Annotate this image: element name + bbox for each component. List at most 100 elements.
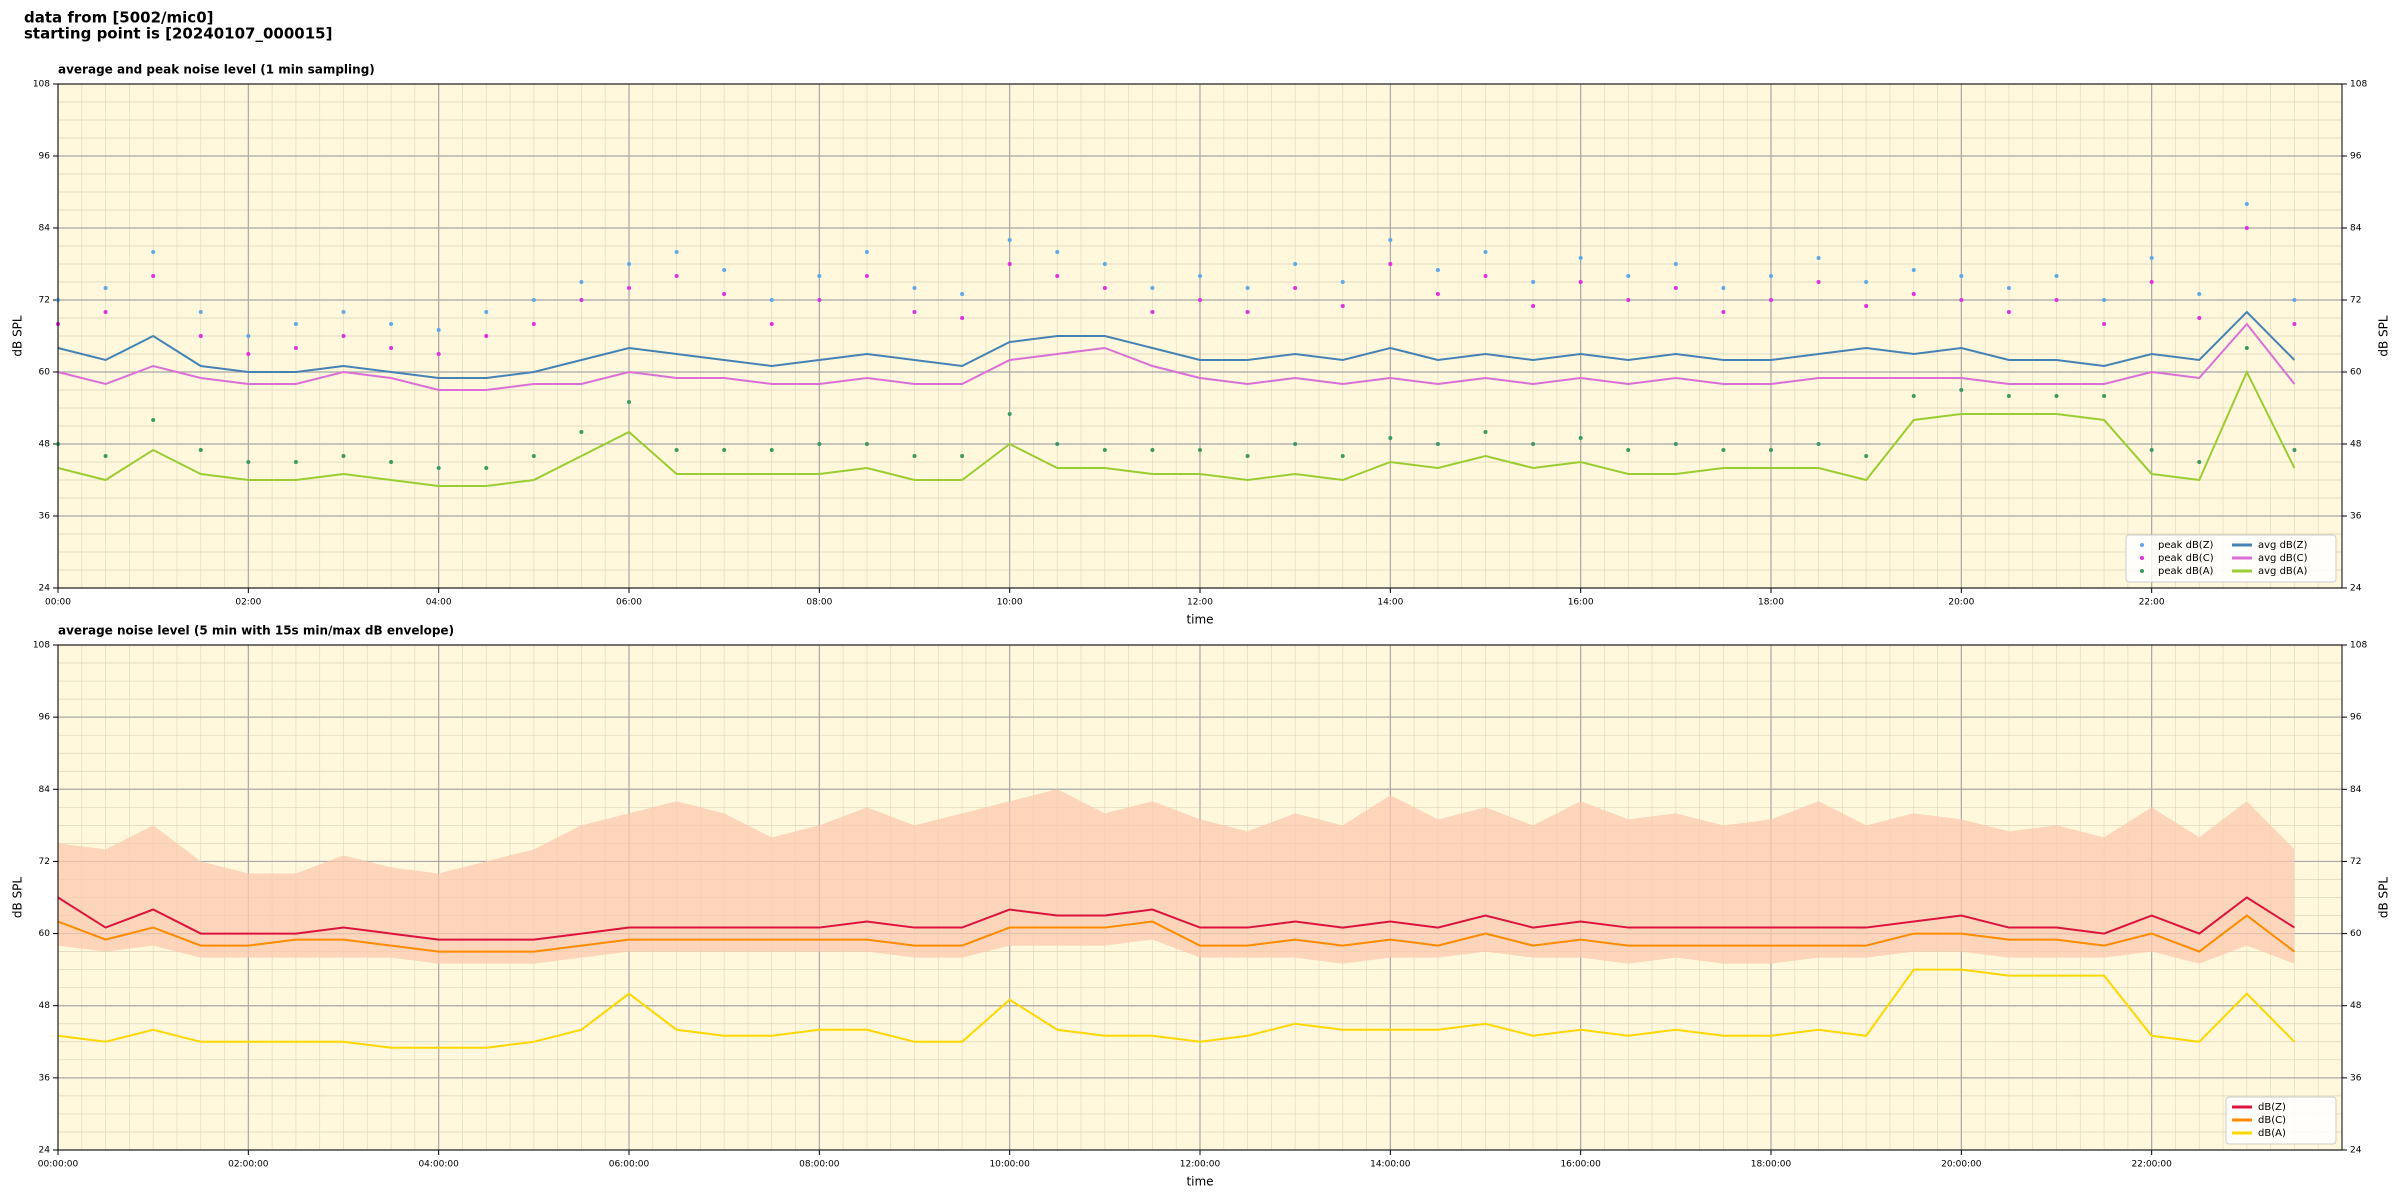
peak-point	[1150, 286, 1155, 290]
x-tick-label: 08:00	[806, 598, 832, 608]
peak-point	[1102, 448, 1107, 452]
peak-point	[531, 454, 536, 458]
legend-box	[2225, 1096, 2337, 1145]
peak-point	[198, 334, 203, 338]
y-tick-label: 108	[33, 80, 50, 90]
peak-point	[484, 310, 489, 314]
peak-point	[2006, 394, 2011, 398]
y-tick-label: 84	[39, 224, 51, 234]
peak-point	[960, 292, 965, 296]
peak-point	[769, 298, 774, 302]
peak-point	[1245, 310, 1250, 314]
peak-point	[1864, 280, 1869, 284]
peak-point	[2197, 292, 2202, 296]
peak-point	[1626, 298, 1631, 302]
x-tick-label: 06:00:00	[609, 1160, 650, 1170]
peak-point	[1055, 442, 1060, 446]
x-tick-label: 02:00:00	[228, 1160, 269, 1170]
y2-tick-label: 84	[2350, 785, 2362, 795]
peak-point	[627, 286, 631, 290]
y-tick-label: 72	[39, 857, 50, 867]
y2-tick-label: 60	[2350, 929, 2362, 939]
x-tick-label: 20:00	[1948, 598, 1974, 608]
peak-point	[1102, 286, 1107, 290]
y-tick-label: 60	[39, 368, 51, 378]
peak-point	[1150, 310, 1155, 314]
peak-point	[1769, 298, 1773, 302]
peak-point	[1388, 238, 1393, 242]
peak-point	[2006, 310, 2011, 314]
peak-point	[579, 298, 584, 302]
y2-tick-label: 60	[2350, 368, 2362, 378]
chart-title: average and peak noise level (1 min samp…	[58, 63, 375, 77]
y-tick-label: 36	[39, 1073, 51, 1083]
peak-point	[1150, 448, 1155, 452]
y2-tick-label: 36	[2350, 1073, 2362, 1083]
legend-label: peak dB(A)	[2158, 566, 2214, 577]
x-tick-label: 04:00	[426, 598, 452, 608]
peak-point	[2244, 346, 2249, 350]
peak-point	[103, 454, 108, 458]
peak-point	[1911, 394, 1916, 398]
peak-point	[1483, 250, 1488, 254]
y-tick-label: 48	[39, 440, 51, 450]
peak-point	[1293, 286, 1298, 290]
peak-point	[1578, 280, 1583, 284]
peak-point	[1531, 304, 1536, 308]
peak-point	[1531, 280, 1536, 284]
x-tick-label: 16:00:00	[1560, 1160, 1601, 1170]
peak-point	[151, 418, 156, 422]
peak-point	[1721, 286, 1726, 290]
peak-point	[198, 448, 203, 452]
peak-point	[722, 448, 727, 452]
peak-point	[627, 262, 631, 266]
y2-tick-label: 96	[2350, 152, 2362, 162]
peak-point	[817, 274, 822, 278]
peak-point	[2149, 256, 2154, 260]
y-tick-label: 24	[39, 584, 51, 594]
x-tick-label: 12:00	[1187, 598, 1213, 608]
series-line	[57, 369, 2296, 487]
peak-point	[1721, 310, 1726, 314]
legend-marker	[2140, 569, 2144, 573]
peak-point	[1245, 286, 1250, 290]
peak-point	[531, 322, 536, 326]
peak-point	[1007, 262, 1012, 266]
peak-point	[1673, 262, 1678, 266]
x-tick-label: 18:00	[1758, 598, 1784, 608]
x-tick-label: 00:00:00	[38, 1160, 79, 1170]
peak-point	[341, 334, 346, 338]
legend-label: avg dB(C)	[2258, 553, 2308, 564]
peak-point	[1769, 274, 1773, 278]
x-tick-label: 02:00	[235, 598, 261, 608]
peak-point	[1293, 442, 1298, 446]
x-tick-label: 18:00:00	[1751, 1160, 1792, 1170]
series-line	[57, 310, 2296, 379]
y-axis-label: dB SPL	[11, 315, 25, 357]
peak-point	[912, 454, 917, 458]
peak-point	[341, 454, 346, 458]
peak-point	[293, 346, 298, 350]
peak-point	[484, 334, 489, 338]
y2-tick-label: 72	[2350, 857, 2361, 867]
peak-point	[484, 466, 489, 470]
peak-point	[2149, 280, 2154, 284]
x-tick-label: 10:00:00	[989, 1160, 1030, 1170]
peak-point	[722, 292, 727, 296]
peak-point	[960, 454, 965, 458]
peak-point	[1340, 280, 1345, 284]
peak-point	[1911, 268, 1916, 272]
peak-point	[674, 274, 679, 278]
peak-point	[1102, 262, 1107, 266]
peak-point	[1911, 292, 1916, 296]
peak-point	[2102, 394, 2107, 398]
y2-tick-label: 24	[2350, 584, 2362, 594]
peak-point	[1435, 268, 1440, 272]
peak-point	[1816, 256, 1821, 260]
y-tick-label: 72	[39, 296, 50, 306]
legend-label: dB(C)	[2258, 1115, 2286, 1126]
legend-label: avg dB(A)	[2258, 566, 2308, 577]
y2-tick-label: 48	[2350, 440, 2362, 450]
legend-label: peak dB(Z)	[2158, 540, 2214, 551]
peak-point	[1816, 442, 1821, 446]
